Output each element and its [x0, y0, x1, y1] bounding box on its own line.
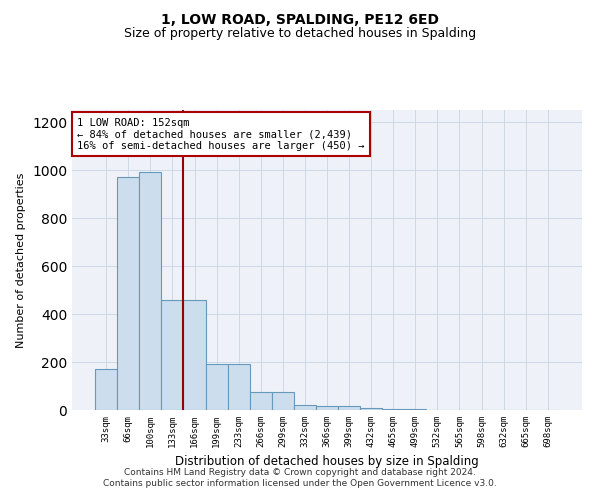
Bar [382, 409, 404, 410]
Text: 1 LOW ROAD: 152sqm
← 84% of detached houses are smaller (2,439)
16% of semi-deta: 1 LOW ROAD: 152sqm ← 84% of detached hou… [77, 118, 365, 150]
Bar [272, 392, 294, 410]
Bar [161, 300, 184, 410]
Bar [184, 300, 206, 410]
Bar [316, 406, 338, 410]
Text: Contains HM Land Registry data © Crown copyright and database right 2024.
Contai: Contains HM Land Registry data © Crown c… [103, 468, 497, 487]
Bar [404, 409, 427, 410]
Bar [227, 364, 250, 410]
Bar [95, 369, 117, 410]
Bar [139, 172, 161, 410]
X-axis label: Distribution of detached houses by size in Spalding: Distribution of detached houses by size … [175, 456, 479, 468]
Bar [294, 405, 316, 410]
Bar [117, 177, 139, 410]
Text: 1, LOW ROAD, SPALDING, PE12 6ED: 1, LOW ROAD, SPALDING, PE12 6ED [161, 12, 439, 26]
Bar [360, 408, 382, 410]
Bar [250, 392, 272, 410]
Bar [338, 406, 360, 410]
Y-axis label: Number of detached properties: Number of detached properties [16, 172, 26, 348]
Bar [206, 364, 227, 410]
Text: Size of property relative to detached houses in Spalding: Size of property relative to detached ho… [124, 28, 476, 40]
